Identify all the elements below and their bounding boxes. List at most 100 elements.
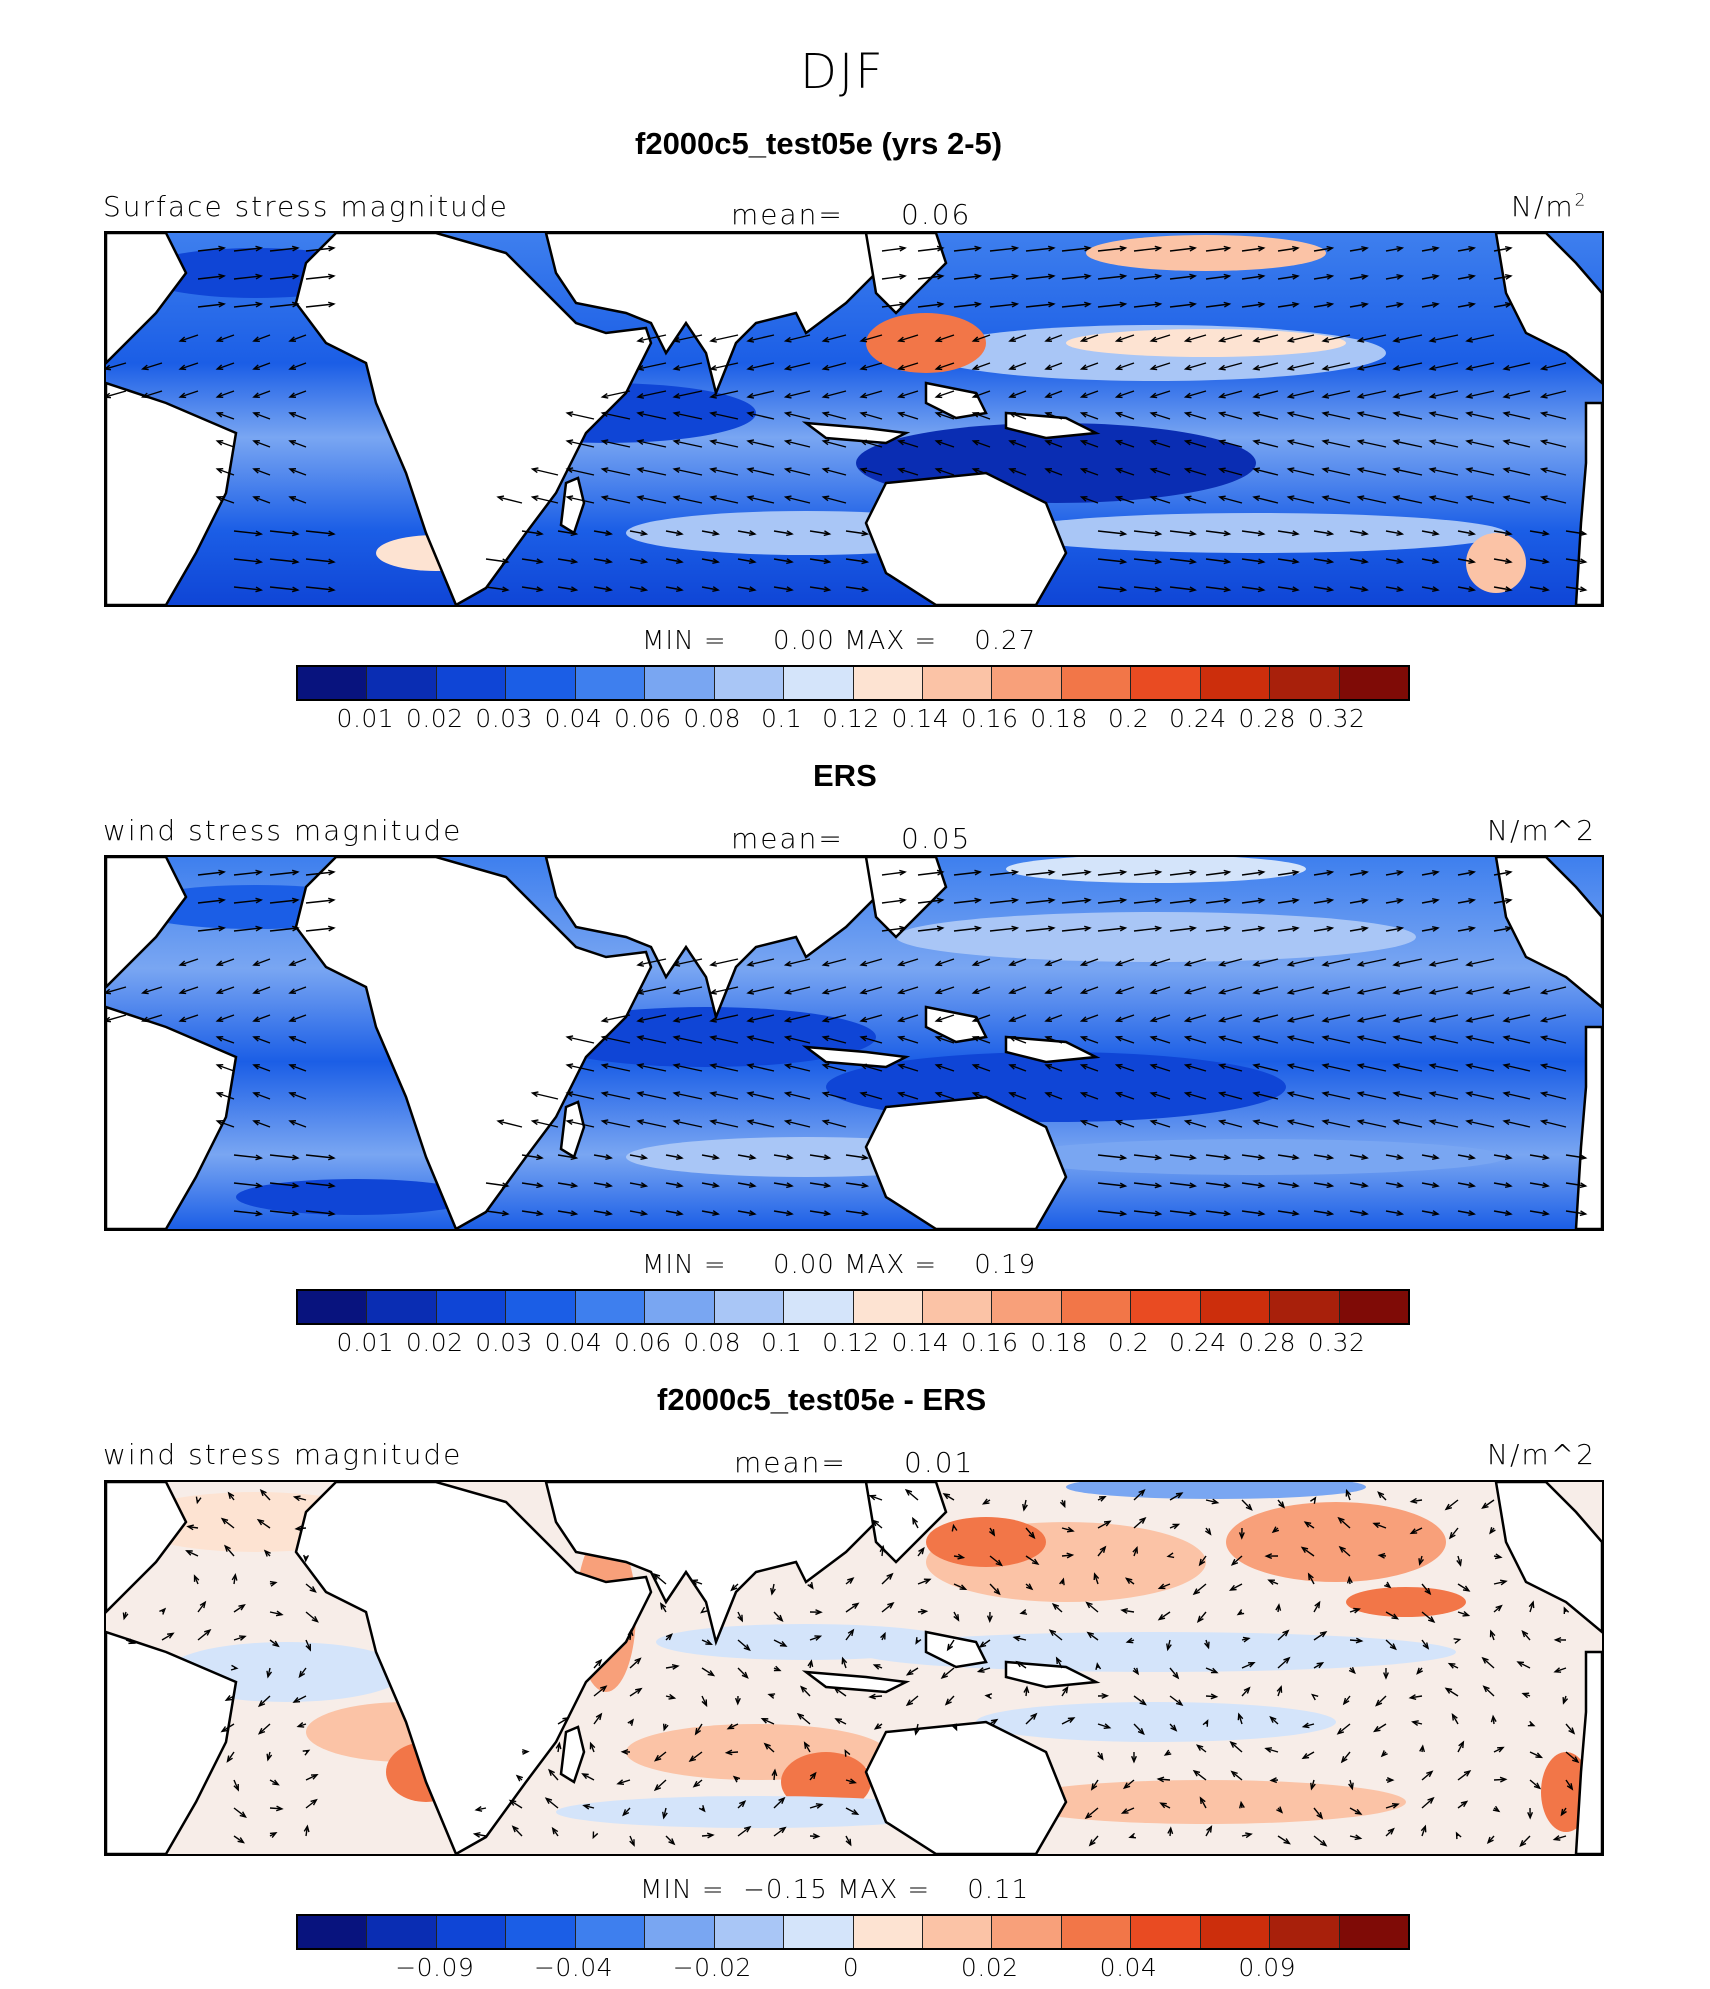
wind-vector-arrow [943,1493,955,1501]
wind-vector-arrowhead [1431,1210,1440,1216]
wind-vector-arrowhead [783,960,792,967]
wind-vector-arrow [1241,530,1264,535]
wind-vector-arrow [973,1014,991,1022]
wind-vector-arrowhead [1490,1714,1497,1723]
colorbar-tick-label: −0.09 [395,1953,475,1982]
wind-vector-arrowhead [859,1016,868,1023]
wind-vector-arrowhead [1211,1498,1220,1505]
wind-vector-arrowhead [783,495,792,502]
wind-vector-arrow [1554,1667,1567,1673]
wind-vector-arrowhead [859,336,868,343]
wind-vector-arrowhead [971,439,980,446]
wind-vector-arrowhead [1321,1063,1330,1070]
wind-vector-arrow [1116,1120,1135,1128]
wind-vector-arrow [1205,1154,1230,1159]
wind-vector-arrowhead [1223,1210,1232,1217]
wind-vector-arrow [1091,1779,1099,1790]
wind-vector-arrow [1116,1014,1135,1022]
wind-vector-arrowhead [600,1016,609,1023]
wind-vector-arrowhead [946,1643,954,1652]
wind-vector-arrow [1205,1667,1218,1674]
wind-vector-arrow [1421,558,1439,563]
wind-vector-arrowhead [1504,273,1513,280]
wind-vector-arrow [1302,1751,1315,1759]
wind-vector-arrow [474,1833,487,1837]
wind-vector-arrow [1185,986,1207,994]
wind-vector-arrowhead [1011,245,1020,252]
wind-vector-arrow [1457,1583,1470,1592]
panel-3-units: N/m^2 [1487,1438,1596,1471]
wind-vector-arrowhead [776,1614,784,1622]
land-outline [864,233,948,315]
wind-vector-arrow [881,1602,894,1613]
wind-vector-arrowhead [291,897,300,904]
wind-vector-arrow [1529,1779,1541,1789]
wind-vector-arrow [1185,1064,1207,1072]
wind-vector-arrow [989,247,1018,252]
wind-vector-arrowhead [1012,1635,1021,1642]
wind-vector-arrow [1133,1210,1161,1215]
wind-vector-arrow [809,1635,821,1641]
wind-vector-arrow [1169,247,1196,252]
wind-vector-arrow [898,1014,919,1022]
wind-vector-arrow [1197,1611,1207,1623]
wind-vector-arrow [764,1743,775,1753]
wind-vector-arrow [1116,1092,1135,1100]
wind-vector-arrow [785,986,811,994]
wind-vector-arrow [1253,468,1279,476]
wind-vector-arrowhead [311,1615,319,1623]
wind-vector-arrowhead [1119,1210,1128,1217]
wind-vector-arrowhead [861,586,870,593]
wind-vector-arrowhead [1326,1182,1335,1189]
wind-vector-arrowhead [861,530,870,537]
wind-vector-arrow [773,1639,787,1647]
wind-vector-arrow [917,303,943,308]
wind-vector-arrowhead [1428,439,1437,446]
wind-vector-arrowhead [328,1210,336,1217]
wind-vector-arrow [1457,1611,1469,1617]
wind-vector-arrowhead [252,336,260,342]
wind-vector-arrowhead [1579,558,1588,565]
wind-vector-arrow [1277,1657,1290,1669]
wind-vector-arrow [665,530,683,535]
wind-vector-arrowhead [934,411,943,418]
wind-vector-arrowhead [1062,1685,1069,1694]
wind-vector-arrow [1150,390,1171,398]
panel-1-colorbar-ticks: 0.01 0.02 0.03 0.04 0.06 0.08 0.1 0.12 0.14 0.16 0… [296,704,1406,738]
land-outline [1574,1025,1602,1229]
wind-vector-arrow [217,1120,235,1128]
wind-vector-arrowhead [940,1672,948,1679]
wind-vector-arrow [1185,496,1207,504]
wind-vector-arrowhead [821,1091,830,1098]
wind-vector-arrow [1150,412,1171,420]
wind-vector-arrow [823,362,847,370]
colorbar-swatch [575,1291,646,1323]
wind-vector-arrowhead [1090,1783,1098,1791]
wind-vector-arrowhead [823,586,832,593]
wind-vector-arrowhead [1392,988,1401,995]
wind-vector-arrow [674,468,703,476]
land-outline [106,381,238,605]
wind-vector-arrowhead [1456,1559,1462,1567]
colorbar-swatch [1061,1291,1132,1323]
wind-vector-arrow [1493,927,1512,932]
panel-1-field-label: Surface stress magnitude [103,190,509,223]
wind-vector-arrowhead [823,558,832,565]
wind-vector-arrowhead [1223,558,1232,565]
colorbar-tick-label: 0.28 [1238,704,1297,733]
wind-vector-arrow [1301,1546,1315,1557]
wind-vector-arrowhead [823,1210,832,1217]
wind-vector-arrow [1150,334,1171,342]
wind-vector-arrowhead [511,1825,519,1833]
wind-vector-arrowhead [1149,960,1158,967]
wind-vector-arrow [521,1154,543,1159]
wind-vector-arrowhead [746,988,755,995]
wind-vector-arrowhead [1138,1488,1146,1497]
wind-vector-arrowhead [1286,1016,1295,1023]
wind-vector-arrowhead [231,1573,238,1581]
wind-vector-arrowhead [1356,1035,1365,1042]
wind-vector-arrowhead [1119,897,1128,904]
wind-vector-arrowhead [636,411,645,418]
wind-vector-arrow [1410,1527,1423,1534]
wind-vector-arrowhead [1539,1091,1548,1098]
